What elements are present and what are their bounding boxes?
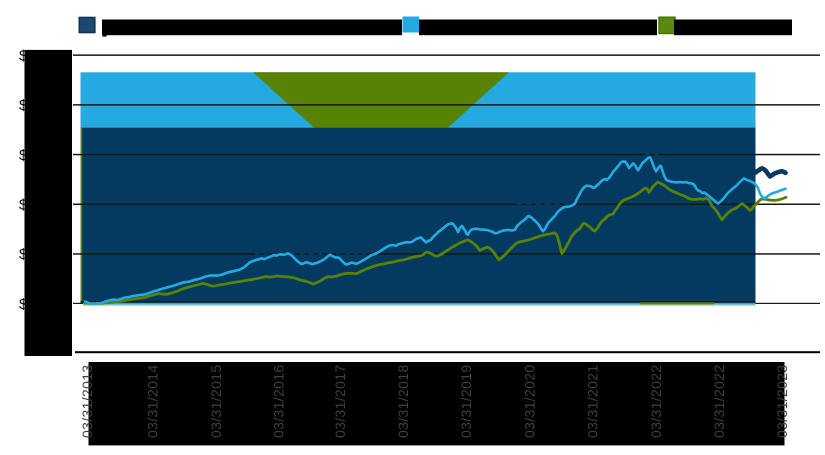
svg-text:03/31/2018: 03/31/2018 bbox=[395, 364, 411, 438]
svg-text:$: $ bbox=[19, 296, 28, 313]
svg-text:03/31/2021: 03/31/2021 bbox=[585, 364, 601, 438]
svg-text:03/31/2017: 03/31/2017 bbox=[332, 364, 348, 438]
svg-text:03/31/2023: 03/31/2023 bbox=[774, 364, 790, 438]
svg-text:$: $ bbox=[19, 197, 28, 214]
svg-text:03/31/2020: 03/31/2020 bbox=[521, 364, 537, 438]
svg-text:$: $ bbox=[19, 246, 28, 263]
svg-text:03/31/2013: 03/31/2013 bbox=[79, 364, 95, 438]
svg-text:03/31/2022: 03/31/2022 bbox=[648, 364, 664, 438]
svg-text:03/31/2016: 03/31/2016 bbox=[270, 364, 286, 438]
svg-text:03/31/2015: 03/31/2015 bbox=[208, 364, 224, 438]
svg-text:$: $ bbox=[19, 147, 28, 164]
svg-text:03/31/2019: 03/31/2019 bbox=[458, 364, 474, 438]
svg-text:03/31/2022: 03/31/2022 bbox=[711, 364, 727, 438]
svg-text:03/31/2014: 03/31/2014 bbox=[145, 364, 161, 438]
svg-text:$: $ bbox=[19, 47, 28, 64]
svg-text:$: $ bbox=[19, 97, 28, 114]
